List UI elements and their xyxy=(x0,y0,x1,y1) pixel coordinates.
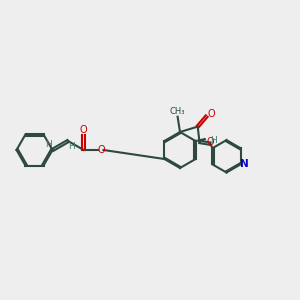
Text: O: O xyxy=(207,109,215,119)
Text: H: H xyxy=(68,142,75,151)
Text: O: O xyxy=(97,145,105,155)
Text: H: H xyxy=(211,136,217,145)
Text: CH₃: CH₃ xyxy=(170,107,185,116)
Text: H: H xyxy=(46,140,52,149)
Text: O: O xyxy=(80,125,88,135)
Text: O: O xyxy=(206,136,214,147)
Text: N: N xyxy=(240,159,248,170)
